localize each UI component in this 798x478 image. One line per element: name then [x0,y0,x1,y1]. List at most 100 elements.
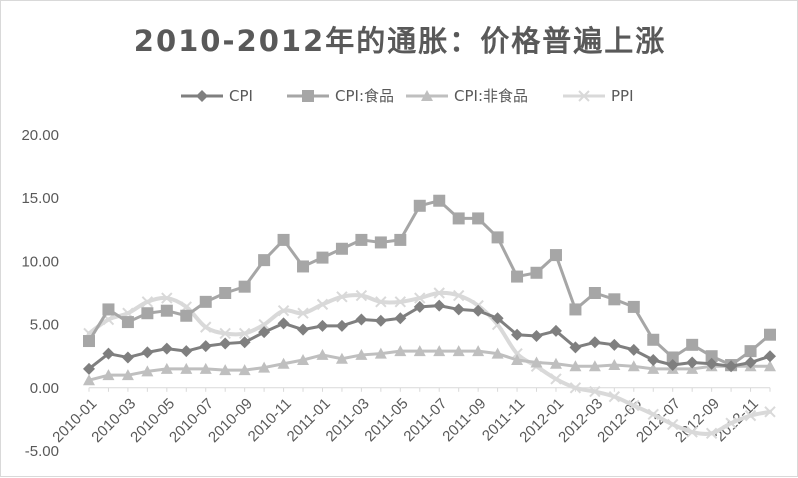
data-point-ppi [569,382,582,394]
data-point-cpi-nonfood [394,345,407,357]
data-point-cpi-nonfood [83,374,95,386]
data-point-cpi [355,313,368,326]
legend-item-cpi: CPI [181,87,253,105]
x-tick-label: 2011-09 [439,395,489,445]
data-point-cpi-food [491,231,504,244]
data-point-cpi-nonfood [549,357,562,369]
data-point-cpi-nonfood [141,365,154,377]
data-point-cpi-food [277,233,290,246]
data-point-cpi-food [316,251,329,264]
legend-label: PPI [611,87,634,105]
data-point-cpi-nonfood [335,352,348,364]
data-point-cpi-nonfood [102,369,115,381]
data-point-cpi [335,319,348,332]
data-point-cpi [394,312,407,325]
data-point-cpi [199,340,212,353]
data-point-cpi-food [297,260,310,273]
data-point-cpi-food [413,199,426,212]
data-point-cpi-food [511,270,524,283]
data-point-cpi-food [394,233,407,246]
data-point-cpi-food [433,194,446,207]
data-point-ppi [550,373,562,385]
data-point-ppi [258,318,270,331]
y-tick-label: 20.00 [21,127,59,144]
data-point-cpi-food [530,266,543,279]
data-point-ppi [336,291,348,303]
data-point-cpi-nonfood [258,361,271,373]
y-tick-label: 5.00 [30,317,59,334]
data-point-ppi [628,399,640,412]
data-point-cpi-food [258,254,271,267]
data-point-ppi [219,327,231,340]
data-point-cpi-food [180,309,193,322]
data-point-ppi [297,307,309,319]
series-cpi-nonfood [83,345,776,386]
data-point-cpi [277,317,290,330]
data-point-cpi-food [102,303,115,316]
data-point-cpi-food [452,212,465,225]
data-point-cpi-food [744,345,757,358]
data-point-cpi [374,314,387,327]
data-point-cpi [666,359,679,372]
legend: CPI CPI:食品 CPI:非食品 PPI [181,87,634,105]
data-point-cpi [647,353,660,366]
data-point-cpi-nonfood [180,362,193,374]
data-point-cpi-food [355,233,368,246]
legend-label: CPI:非食品 [454,87,528,105]
data-point-ppi [394,296,407,308]
series-line-cpi-food [87,199,772,367]
data-point-ppi [238,327,251,340]
data-point-cpi-food [764,328,776,341]
data-point-cpi-food [121,316,134,329]
data-point-cpi-nonfood [452,345,465,357]
data-point-cpi-nonfood [219,364,232,376]
data-point-cpi [472,304,485,317]
y-axis: -5.00 0.00 5.00 10.00 15.00 20.00 [21,127,59,460]
data-point-cpi-food [666,351,679,364]
data-point-cpi [219,337,232,350]
legend-item-cpi-nonfood: CPI:非食品 [406,87,528,105]
data-point-cpi-nonfood [297,353,310,365]
data-point-cpi-food [627,300,640,313]
data-point-cpi [744,356,757,369]
data-point-cpi-food [608,293,621,306]
data-point-ppi [375,296,387,308]
data-point-cpi-food [238,280,251,293]
data-point-cpi [705,357,718,370]
data-point-cpi-nonfood [569,360,582,372]
data-point-cpi-nonfood [238,364,251,376]
data-point-cpi [141,346,154,359]
data-point-cpi [180,345,193,358]
data-point-cpi-nonfood [608,359,621,371]
data-point-cpi-nonfood [627,360,640,372]
data-point-cpi-food [83,335,95,348]
data-point-cpi-food [472,212,485,225]
data-point-ppi [589,385,601,398]
data-point-cpi [452,303,465,316]
data-point-ppi [725,417,737,429]
data-point-cpi-nonfood [277,357,290,369]
data-point-ppi [141,296,154,308]
legend-marker [578,90,590,102]
data-point-ppi [511,347,523,360]
data-point-cpi-nonfood [530,356,543,368]
data-point-cpi-food [686,338,699,351]
data-point-ppi [355,289,368,302]
data-point-ppi [277,304,290,317]
data-point-cpi-nonfood [491,347,504,359]
data-point-cpi-food [219,287,232,299]
data-point-cpi [764,350,776,363]
data-point-cpi-nonfood [588,360,601,372]
data-point-cpi [433,299,446,312]
data-point-cpi-food [549,249,562,262]
data-point-cpi [258,326,271,339]
legend-marker [196,90,208,102]
y-tick-label: 0.00 [30,380,59,397]
data-point-cpi-nonfood [511,353,524,365]
data-point-ppi [316,298,329,311]
data-point-cpi [491,312,504,325]
series-layer [83,194,776,440]
data-point-cpi-nonfood [355,348,368,360]
legend-marker [421,90,433,101]
